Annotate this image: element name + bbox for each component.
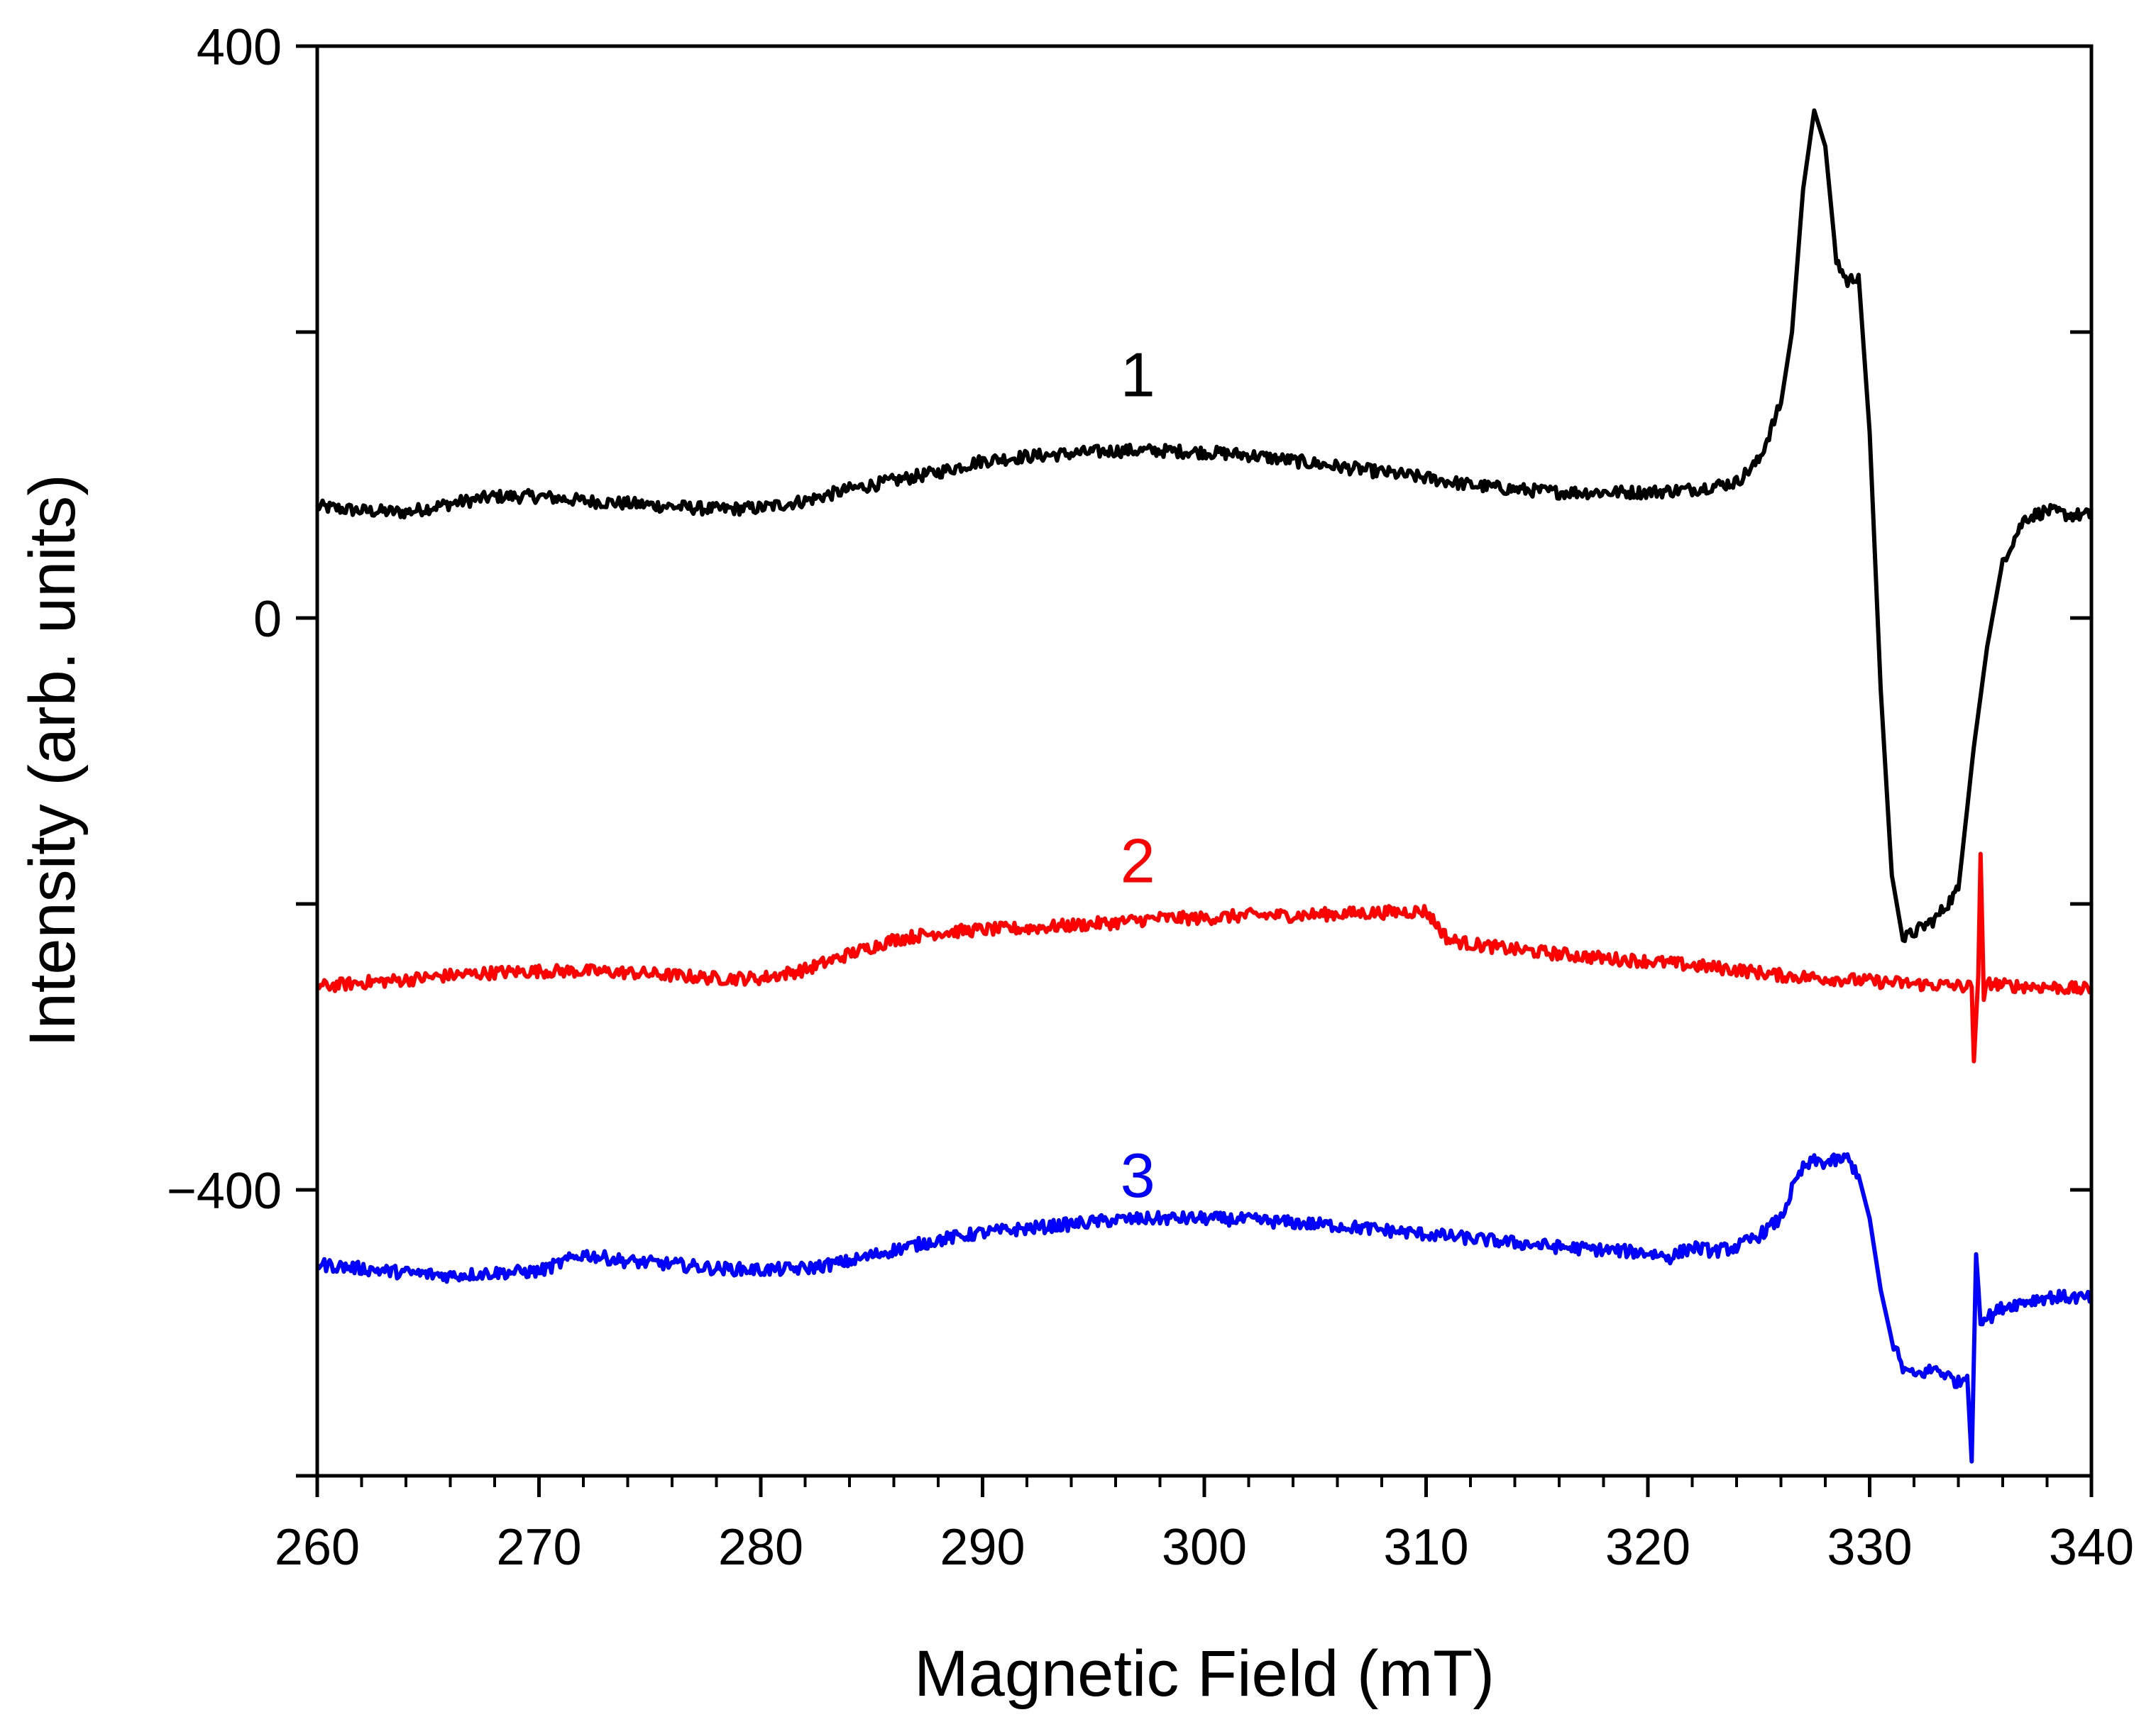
y-tick-label: 400 bbox=[197, 19, 282, 76]
series-line-3 bbox=[316, 1152, 2094, 1464]
x-tick-label: 260 bbox=[275, 1519, 360, 1576]
x-tick-label: 320 bbox=[1605, 1519, 1690, 1576]
x-tick-label: 340 bbox=[2049, 1519, 2134, 1576]
y-tick-label: −400 bbox=[167, 1163, 282, 1220]
axis-ticks bbox=[296, 44, 2094, 1497]
series-group bbox=[315, 108, 2094, 1464]
x-axis-title: Magnetic Field (mT) bbox=[914, 1638, 1495, 1710]
y-axis-title: Intensity (arb. units) bbox=[16, 474, 89, 1047]
x-tick-label: 310 bbox=[1383, 1519, 1468, 1576]
series-line-1 bbox=[315, 108, 2094, 944]
series-labels: 1 2 3 bbox=[1121, 339, 1155, 1210]
series-label-3: 3 bbox=[1121, 1140, 1155, 1210]
series-line-2 bbox=[316, 851, 2094, 1064]
series-label-2: 2 bbox=[1121, 826, 1155, 896]
x-tick-label: 280 bbox=[718, 1519, 803, 1576]
plot-frame bbox=[315, 44, 2094, 1478]
x-tick-label: 270 bbox=[496, 1519, 581, 1576]
series-label-1: 1 bbox=[1121, 339, 1155, 409]
tick-labels: 260 270 280 290 300 310 320 330 340 400 0 −400 bbox=[167, 19, 2134, 1576]
x-tick-label: 290 bbox=[940, 1519, 1025, 1576]
x-tick-label: 330 bbox=[1827, 1519, 1912, 1576]
y-tick-label: 0 bbox=[253, 591, 282, 648]
x-tick-label: 300 bbox=[1162, 1519, 1247, 1576]
